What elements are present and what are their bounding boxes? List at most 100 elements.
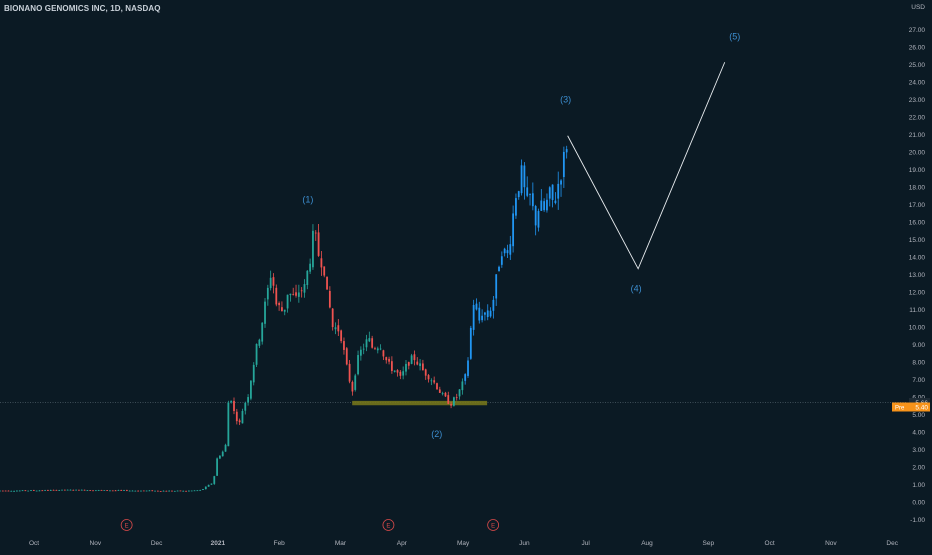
x-tick-label: 2021 xyxy=(211,540,226,547)
candle-body xyxy=(261,322,264,342)
candle-body xyxy=(402,371,405,376)
earnings-marker xyxy=(487,519,500,531)
candle-body xyxy=(103,490,106,491)
candle-body xyxy=(109,490,111,492)
y-tick-label: 2.00 xyxy=(912,465,925,472)
y-tick-label: 10.00 xyxy=(909,325,926,332)
y-tick-label: 27.00 xyxy=(909,27,926,34)
y-tick-label: 1.00 xyxy=(912,482,925,489)
candle-body xyxy=(216,458,218,476)
candle-body xyxy=(207,484,210,487)
symbol-title: BIONANO GENOMICS INC, 1D, NASDAQ xyxy=(4,4,161,13)
y-tick-label: 7.00 xyxy=(912,377,925,384)
candle-body xyxy=(312,230,314,268)
candle-body xyxy=(179,490,182,492)
y-tick-label: 8.00 xyxy=(912,360,925,367)
candle-body xyxy=(38,490,41,492)
y-axis[interactable]: -1.000.001.002.003.004.005.006.007.008.0… xyxy=(892,4,930,524)
candle-body xyxy=(365,339,368,348)
candle-body xyxy=(171,490,173,492)
pre-badge-label: Pre xyxy=(895,406,905,412)
candle-body xyxy=(523,165,526,188)
candle-body xyxy=(379,348,382,350)
candle-body xyxy=(289,293,292,296)
candle-body xyxy=(464,374,467,381)
candle-body xyxy=(410,355,413,364)
x-axis[interactable]: Oct Nov Dec 2021 Feb Mar Apr May Jun Jul Aug Sep Oct… xyxy=(29,519,899,548)
candle-body xyxy=(7,490,10,492)
candle-body xyxy=(159,491,162,492)
candle-body xyxy=(421,363,424,371)
candle-body xyxy=(187,490,190,492)
candle-body xyxy=(348,363,351,382)
candle-body xyxy=(182,490,185,492)
y-tick-label: 19.00 xyxy=(909,167,926,174)
candle-body xyxy=(16,490,18,492)
y-tick-label: 21.00 xyxy=(909,132,926,139)
candle-body xyxy=(345,348,348,365)
candle-body xyxy=(204,486,207,490)
y-tick-label: 25.00 xyxy=(909,62,926,69)
candle-body xyxy=(512,213,515,247)
candle-body xyxy=(393,370,396,372)
candle-body xyxy=(44,490,47,491)
candle-body xyxy=(520,165,523,194)
x-tick-label: Jun xyxy=(519,540,530,547)
x-tick-label: Dec xyxy=(886,540,898,547)
y-tick-label: 26.00 xyxy=(909,45,926,52)
candle-body xyxy=(399,371,402,376)
y-tick-label: 3.00 xyxy=(912,447,925,454)
candle-body xyxy=(300,290,303,292)
candle-body xyxy=(13,490,15,492)
candle-body xyxy=(266,287,269,300)
candle-body xyxy=(551,184,554,200)
candle-body xyxy=(140,490,142,492)
x-tick-label: May xyxy=(457,540,470,547)
x-tick-label: Mar xyxy=(335,540,347,547)
candle-body xyxy=(72,489,75,491)
candle-body xyxy=(489,310,492,317)
candle-body xyxy=(385,357,388,361)
candle-body xyxy=(1,490,4,492)
earnings-marker-label: E xyxy=(491,524,495,530)
candle-body xyxy=(18,490,21,492)
candle-body xyxy=(540,200,543,211)
candle-body xyxy=(61,489,63,491)
candle-body xyxy=(244,402,247,411)
candle-body xyxy=(111,490,114,492)
candle-body xyxy=(543,201,546,211)
candle-body xyxy=(334,327,337,330)
candle-body xyxy=(241,411,244,424)
candle-body xyxy=(255,343,258,365)
candle-body xyxy=(354,375,357,390)
candle-body xyxy=(396,370,399,373)
currency-label: USD xyxy=(911,4,925,11)
candle-body xyxy=(278,303,281,306)
candle-body xyxy=(128,490,131,492)
candle-body xyxy=(32,490,35,492)
candle-body xyxy=(526,187,529,196)
wave-label: (5) xyxy=(729,32,740,42)
candle-body xyxy=(351,381,354,392)
candle-body xyxy=(359,349,362,356)
candle-body xyxy=(374,348,376,350)
candle-body xyxy=(230,400,233,403)
candle-body xyxy=(252,364,255,383)
y-tick-label: 14.00 xyxy=(909,255,926,262)
candle-body xyxy=(453,397,455,406)
candle-body xyxy=(455,397,458,399)
candle-body xyxy=(376,348,379,351)
candle-body xyxy=(283,309,286,312)
candle-body xyxy=(176,490,179,492)
x-tick-label: Jul xyxy=(582,540,591,547)
candle-body xyxy=(94,490,97,492)
candle-body xyxy=(190,490,193,492)
y-tick-label: 12.00 xyxy=(909,290,926,297)
candle-body xyxy=(407,362,410,366)
candle-body xyxy=(58,490,61,492)
x-tick-label: Oct xyxy=(765,540,775,547)
candle-body xyxy=(441,393,444,395)
support-zone-layer xyxy=(352,400,488,406)
